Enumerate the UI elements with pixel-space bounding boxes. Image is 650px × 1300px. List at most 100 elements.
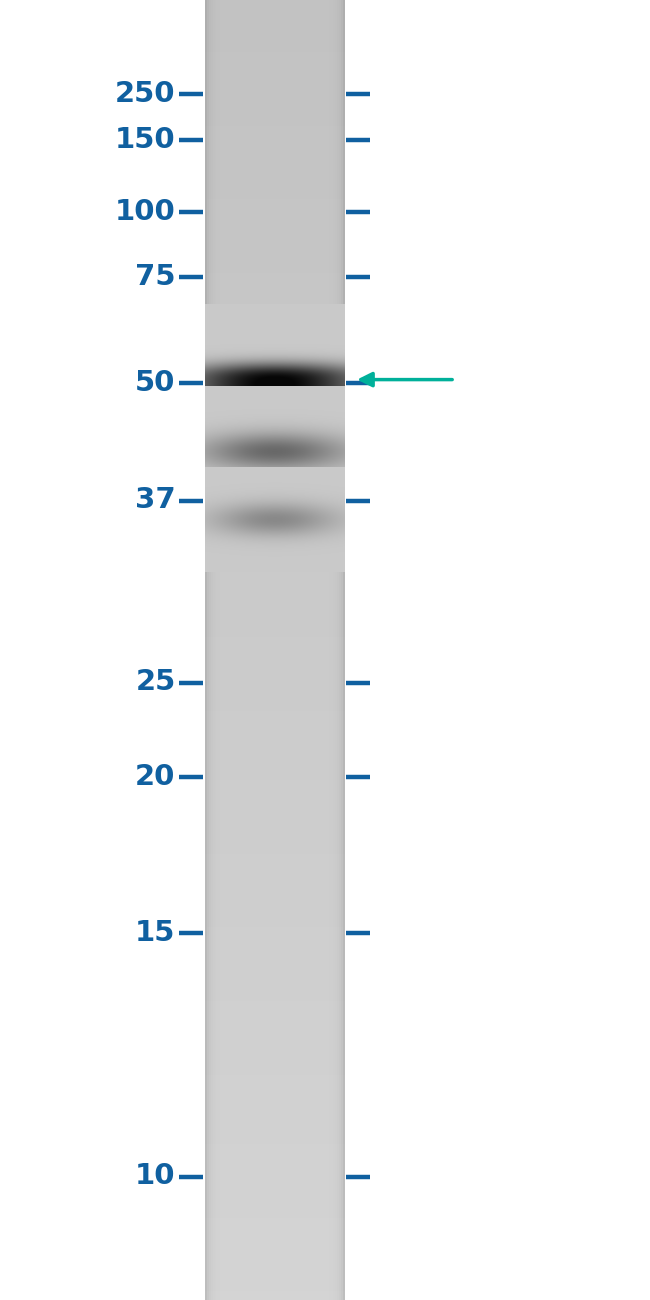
Bar (205, 650, 344, 654)
Bar (214, 0, 216, 1300)
Bar (205, 61, 344, 65)
Bar (205, 1179, 344, 1183)
Bar (205, 572, 344, 576)
Bar (205, 620, 344, 624)
Bar (205, 1283, 344, 1287)
Bar (205, 169, 344, 173)
Bar (205, 1192, 344, 1196)
Bar (205, 667, 344, 672)
Bar (205, 178, 344, 182)
Bar (205, 394, 344, 399)
Bar (205, 121, 344, 126)
Bar (205, 958, 344, 962)
Bar (205, 1092, 344, 1096)
Bar (205, 212, 344, 217)
Bar (205, 481, 344, 485)
Bar (205, 654, 344, 659)
Bar (205, 247, 344, 251)
Bar (339, 0, 341, 1300)
Bar (205, 776, 344, 780)
Bar (205, 953, 344, 958)
Bar (205, 810, 344, 815)
Bar (205, 13, 344, 17)
Bar (205, 199, 344, 204)
Bar (205, 1044, 344, 1049)
Bar (205, 1057, 344, 1062)
Bar (205, 741, 344, 745)
Bar (205, 464, 344, 468)
Bar (205, 589, 344, 594)
Bar (205, 260, 344, 264)
Bar (205, 113, 344, 117)
Bar (205, 1205, 344, 1209)
Bar (205, 455, 344, 459)
Bar (205, 529, 344, 533)
Bar (205, 1226, 344, 1231)
Bar (205, 724, 344, 728)
Bar (325, 0, 327, 1300)
Bar (205, 862, 344, 867)
Bar (205, 797, 344, 802)
Bar (213, 0, 214, 1300)
Bar (205, 1053, 344, 1057)
Bar (205, 550, 344, 555)
Bar (205, 845, 344, 849)
Bar (205, 420, 344, 425)
Bar (205, 468, 344, 472)
Bar (205, 1131, 344, 1135)
Bar (333, 0, 335, 1300)
Bar (205, 715, 344, 719)
Text: 250: 250 (115, 79, 176, 108)
Bar (205, 1114, 344, 1118)
Bar (205, 160, 344, 165)
Bar (205, 581, 344, 585)
Bar (205, 1196, 344, 1200)
Bar (205, 971, 344, 975)
Bar (205, 975, 344, 979)
Bar (207, 0, 209, 1300)
Bar (205, 243, 344, 247)
Bar (205, 425, 344, 429)
Bar (205, 290, 344, 295)
Bar (205, 451, 344, 455)
Bar (205, 35, 344, 39)
Bar (205, 390, 344, 394)
Bar (205, 511, 344, 516)
Bar (205, 165, 344, 169)
Bar (205, 1049, 344, 1053)
Bar (205, 273, 344, 277)
Text: 150: 150 (115, 126, 176, 155)
Bar (205, 875, 344, 880)
Bar (205, 936, 344, 940)
Bar (205, 611, 344, 615)
Bar (205, 1209, 344, 1213)
Bar (205, 945, 344, 949)
Bar (205, 1274, 344, 1278)
Bar (205, 325, 344, 329)
Bar (205, 26, 344, 30)
Bar (205, 329, 344, 334)
Bar (205, 225, 344, 230)
Bar (205, 1231, 344, 1235)
Bar (224, 0, 226, 1300)
Bar (205, 1235, 344, 1239)
Bar (205, 1075, 344, 1079)
Bar (205, 893, 344, 897)
Bar (205, 949, 344, 953)
Text: 50: 50 (135, 369, 176, 398)
Bar (205, 1261, 344, 1265)
Bar (205, 433, 344, 438)
Bar (205, 962, 344, 966)
Text: 20: 20 (135, 763, 176, 792)
Bar (205, 828, 344, 832)
Bar (205, 598, 344, 602)
Bar (205, 1157, 344, 1161)
Bar (205, 381, 344, 386)
Bar (205, 732, 344, 737)
Bar (205, 308, 344, 312)
Bar (205, 923, 344, 927)
Bar (205, 490, 344, 494)
Bar (205, 815, 344, 819)
Bar (205, 607, 344, 611)
Bar (205, 784, 344, 789)
